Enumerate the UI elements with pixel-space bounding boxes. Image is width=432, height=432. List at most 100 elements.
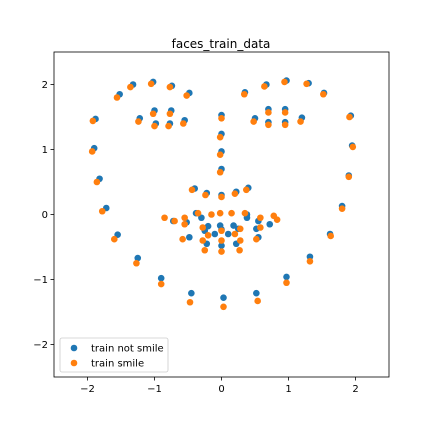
data-point (265, 109, 272, 116)
data-point (183, 92, 190, 99)
y-tick-label: 0 (42, 210, 48, 221)
data-point (224, 230, 232, 238)
data-point (202, 191, 209, 199)
x-tick-label: 2 (352, 384, 358, 395)
data-point (236, 237, 244, 244)
data-point (265, 121, 272, 129)
data-point (188, 289, 195, 297)
data-point (231, 230, 239, 238)
data-point (201, 246, 209, 254)
data-point (135, 118, 142, 125)
data-point (236, 225, 244, 233)
data-point (281, 109, 289, 116)
data-point (230, 222, 237, 229)
data-point (218, 115, 225, 122)
data-point (188, 186, 196, 194)
data-point (250, 118, 257, 125)
plot-area (88, 77, 357, 311)
data-point (327, 232, 335, 240)
legend-marker (70, 359, 78, 367)
data-point (204, 232, 212, 239)
data-point (114, 231, 121, 238)
data-point (166, 83, 174, 91)
y-tick-label: 2 (42, 80, 48, 91)
data-point (231, 190, 239, 197)
data-point (88, 148, 96, 155)
data-point (186, 298, 194, 306)
data-point (93, 178, 101, 186)
data-point (273, 216, 281, 223)
data-point (194, 209, 202, 217)
data-point (218, 237, 225, 244)
data-point (147, 80, 155, 88)
data-point (171, 217, 178, 225)
data-point (157, 274, 165, 282)
data-point (166, 110, 174, 118)
data-point (346, 113, 353, 121)
data-point (345, 173, 353, 181)
data-point (98, 207, 106, 215)
data-point (283, 279, 290, 287)
data-point (211, 230, 219, 238)
data-point (216, 151, 224, 158)
data-point (254, 297, 261, 305)
data-point (127, 83, 134, 91)
data-point (228, 209, 235, 217)
data-point (220, 294, 227, 302)
data-point (89, 117, 97, 125)
data-point (261, 83, 268, 90)
legend: train not smile train smile (59, 337, 169, 373)
data-point (149, 110, 157, 118)
data-point (281, 121, 289, 129)
data-point (257, 214, 264, 222)
data-point (157, 280, 165, 288)
legend-label: train smile (91, 359, 144, 370)
data-point (113, 94, 121, 101)
data-point (306, 253, 314, 261)
data-point (161, 214, 168, 222)
data-point (349, 143, 357, 151)
data-point (253, 289, 260, 297)
data-point (220, 303, 227, 311)
data-point (236, 246, 243, 254)
data-point (240, 90, 248, 98)
data-point (218, 227, 225, 235)
x-axis: −2 −1 0 1 2 (80, 377, 359, 395)
x-tick-label: −1 (147, 384, 162, 395)
data-point (218, 248, 225, 255)
data-point (218, 193, 225, 201)
data-point (303, 80, 310, 88)
data-point (218, 242, 225, 249)
data-point (199, 224, 207, 231)
y-tick-label: −1 (33, 275, 48, 286)
data-point (338, 205, 346, 212)
y-axis: −2 −1 0 1 2 (33, 80, 54, 351)
data-point (216, 168, 224, 176)
data-point (320, 90, 327, 98)
legend-marker (70, 344, 78, 352)
y-tick-label: 1 (42, 145, 48, 156)
data-point (179, 235, 186, 243)
data-point (180, 120, 187, 127)
data-point (198, 214, 205, 222)
data-point (181, 220, 188, 228)
data-point (216, 133, 224, 141)
data-point (283, 273, 290, 281)
data-point (242, 186, 250, 194)
data-point (266, 220, 274, 228)
data-point (216, 209, 224, 217)
data-point (204, 222, 212, 230)
data-point (199, 237, 207, 244)
data-point (181, 214, 188, 222)
legend-label: train not smile (91, 344, 164, 355)
data-point (297, 118, 304, 125)
data-point (133, 259, 140, 267)
plot-frame (53, 51, 390, 378)
data-point (186, 233, 193, 241)
x-tick-label: 1 (285, 384, 291, 395)
data-point (257, 224, 264, 231)
legend-box (59, 337, 169, 373)
series-0 (90, 77, 356, 302)
chart-title: faces_train_data (172, 37, 271, 51)
